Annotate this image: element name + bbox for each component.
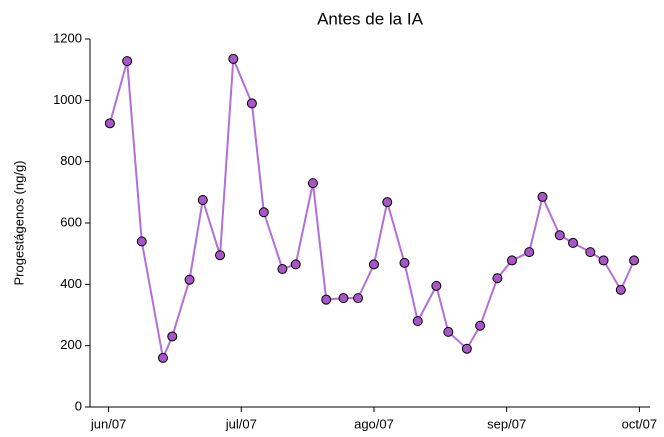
- data-point: [228, 53, 239, 64]
- data-point: [197, 195, 208, 205]
- data-point: [277, 264, 288, 274]
- data-point: [431, 280, 442, 291]
- chart-title: Antes de la IA: [317, 9, 424, 28]
- x-tick-label: oct/07: [622, 416, 657, 431]
- data-point: [353, 293, 364, 304]
- data-point: [629, 255, 640, 266]
- data-point: [338, 293, 349, 304]
- x-tick-label: jun/07: [90, 416, 126, 431]
- y-tick-label: 0: [75, 398, 82, 413]
- data-point: [554, 230, 565, 241]
- data-point: [492, 273, 503, 284]
- x-tick-label: sep/07: [487, 416, 526, 431]
- data-point: [524, 247, 535, 258]
- data-point: [167, 331, 178, 342]
- data-point: [215, 250, 226, 261]
- data-point: [258, 207, 269, 218]
- data-point: [443, 326, 454, 337]
- data-point: [382, 197, 393, 208]
- y-tick-label: 200: [60, 337, 82, 352]
- y-axis-label: Progestágenos (ng/g): [11, 160, 26, 285]
- data-point: [307, 178, 318, 189]
- data-point: [246, 98, 257, 109]
- data-point: [412, 316, 423, 327]
- y-tick-label: 400: [60, 276, 82, 291]
- data-point: [598, 255, 609, 266]
- data-point: [537, 191, 548, 202]
- data-point: [368, 259, 379, 270]
- data-line: [108, 58, 635, 362]
- data-point: [615, 284, 626, 295]
- y-tick-label: 1200: [53, 30, 82, 45]
- data-point: [157, 352, 168, 363]
- data-point: [290, 259, 301, 270]
- data-point: [461, 343, 472, 354]
- data-point: [568, 237, 579, 248]
- data-point: [104, 118, 115, 129]
- y-tick-label: 1000: [53, 92, 82, 107]
- data-point: [506, 255, 517, 266]
- data-point: [184, 274, 195, 285]
- x-tick-label: ago/07: [354, 416, 394, 431]
- data-point: [585, 247, 596, 258]
- y-tick-label: 800: [60, 153, 82, 168]
- data-point: [136, 236, 147, 247]
- x-tick-label: jul/07: [225, 416, 257, 431]
- data-point: [321, 294, 332, 305]
- data-point: [399, 257, 410, 268]
- data-point: [475, 320, 486, 331]
- data-point: [122, 56, 133, 67]
- y-tick-label: 600: [60, 214, 82, 229]
